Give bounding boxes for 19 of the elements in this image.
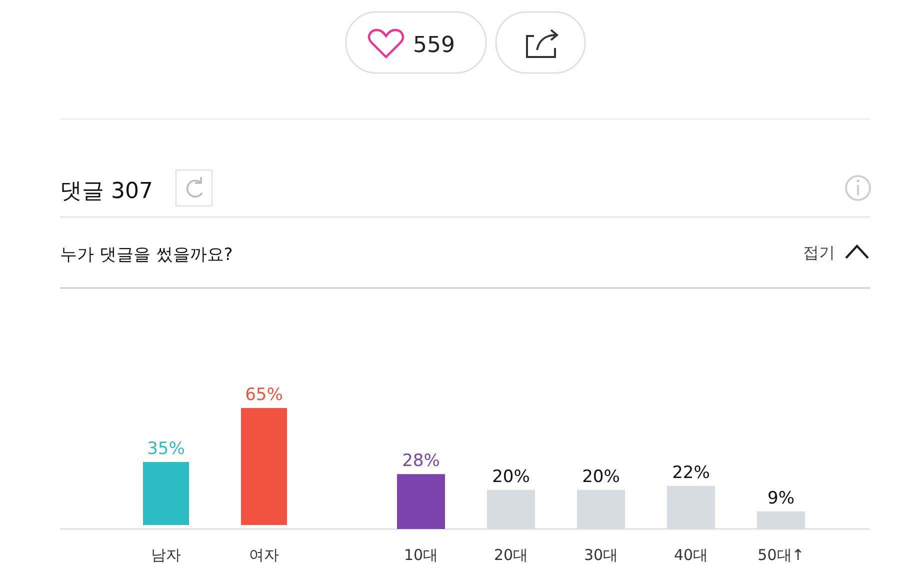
text: 댓글 307 — [60, 179, 153, 204]
x-tick-label: 남자 — [151, 546, 181, 564]
bar — [397, 474, 445, 529]
data-label: 65% — [245, 385, 283, 405]
text: 누가 댓글을 썼을까요? — [60, 245, 233, 265]
x-tick-label: 여자 — [249, 546, 279, 564]
x-tick-label: 30대 — [584, 546, 618, 564]
data-label: 28% — [402, 451, 440, 472]
text: 559 — [413, 33, 455, 58]
x-tick-label: 40대 — [674, 546, 708, 564]
data-label: 22% — [672, 462, 710, 483]
data-label: 20% — [582, 466, 620, 487]
data-label: 35% — [147, 439, 185, 459]
x-tick-label: 50대↑ — [758, 546, 804, 564]
text: 접기 — [803, 243, 835, 262]
data-label: 9% — [768, 488, 794, 508]
data-label: 20% — [492, 466, 530, 487]
x-tick-label: 20대 — [494, 546, 528, 564]
x-tick-label: 10대 — [404, 546, 438, 564]
